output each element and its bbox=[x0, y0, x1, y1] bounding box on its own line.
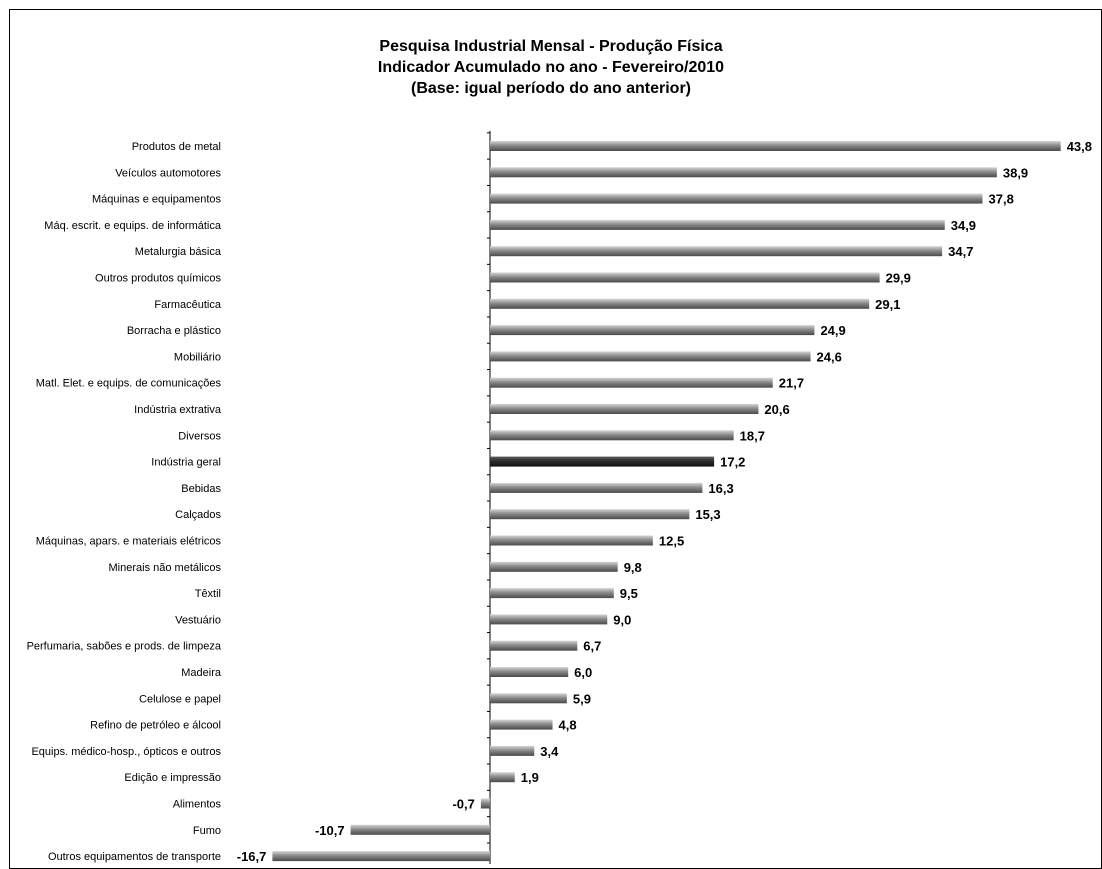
category-label: Máquinas e equipamentos bbox=[92, 194, 222, 206]
bar bbox=[490, 588, 614, 599]
bar bbox=[350, 824, 490, 835]
bar bbox=[490, 430, 734, 441]
value-label: 17,2 bbox=[720, 455, 745, 470]
bar bbox=[490, 404, 759, 414]
category-label: Alimentos bbox=[173, 799, 222, 811]
category-label: Equips. médico-hosp., ópticos e outros bbox=[31, 746, 221, 758]
category-label: Metalurgia básica bbox=[135, 246, 222, 258]
value-label: 24,6 bbox=[817, 349, 842, 364]
category-label: Diversos bbox=[178, 430, 221, 442]
value-label: 9,0 bbox=[613, 612, 631, 627]
value-label: 21,7 bbox=[779, 376, 804, 391]
value-label: 9,8 bbox=[624, 560, 642, 575]
category-label: Celulose e papel bbox=[139, 693, 221, 705]
bar bbox=[490, 509, 690, 520]
value-label: -16,7 bbox=[237, 849, 267, 864]
category-label: Produtos de metal bbox=[132, 141, 221, 153]
bar bbox=[490, 141, 1061, 151]
bar bbox=[490, 614, 608, 625]
category-label: Minerais não metálicos bbox=[109, 562, 222, 574]
category-label: Refino de petróleo e álcool bbox=[90, 720, 221, 732]
category-label: Fumo bbox=[193, 825, 221, 837]
category-label: Madeira bbox=[181, 667, 222, 679]
bar-highlight bbox=[490, 456, 715, 467]
bar bbox=[490, 535, 653, 546]
bar bbox=[272, 851, 490, 862]
category-label: Vestuário bbox=[175, 614, 221, 626]
value-label: 18,7 bbox=[740, 428, 765, 443]
bar bbox=[490, 640, 578, 651]
value-label: 29,9 bbox=[886, 271, 911, 286]
bar bbox=[490, 219, 945, 230]
category-label: Borracha e plástico bbox=[127, 325, 221, 337]
category-label: Edição e impressão bbox=[124, 772, 221, 784]
value-label: 16,3 bbox=[708, 481, 733, 496]
bar bbox=[490, 193, 983, 204]
category-label: Máquinas, apars. e materiais elétricos bbox=[36, 536, 222, 548]
bar bbox=[490, 325, 815, 336]
category-label: Têxtil bbox=[195, 588, 221, 600]
value-label: 5,9 bbox=[573, 691, 591, 706]
chart-title: Pesquisa Industrial Mensal - Produção Fí… bbox=[0, 36, 1102, 99]
bar bbox=[490, 377, 773, 388]
bar bbox=[490, 719, 553, 730]
value-label: -10,7 bbox=[315, 823, 345, 838]
value-label: 1,9 bbox=[521, 770, 539, 785]
value-label: 6,7 bbox=[583, 639, 601, 654]
value-label: 12,5 bbox=[659, 534, 684, 549]
chart-title-line-1: Pesquisa Industrial Mensal - Produção Fí… bbox=[379, 38, 723, 55]
value-label: 37,8 bbox=[989, 192, 1014, 207]
value-label: 15,3 bbox=[695, 507, 720, 522]
category-label: Farmacêutica bbox=[154, 299, 222, 311]
bar bbox=[490, 167, 997, 178]
category-label: Perfumaria, sabões e prods. de limpeza bbox=[27, 641, 222, 653]
value-label: 43,8 bbox=[1067, 139, 1092, 154]
category-label: Indústria extrativa bbox=[134, 404, 222, 416]
category-label: Indústria geral bbox=[151, 457, 221, 469]
value-label: 9,5 bbox=[620, 586, 638, 601]
bar bbox=[490, 272, 880, 283]
category-label: Máq. escrit. e equips. de informática bbox=[44, 220, 222, 232]
bar bbox=[490, 693, 567, 704]
value-label: 4,8 bbox=[559, 718, 577, 733]
bar bbox=[480, 798, 490, 809]
category-label: Mobiliário bbox=[174, 351, 221, 363]
value-label: 29,1 bbox=[875, 297, 900, 312]
category-label: Bebidas bbox=[181, 483, 221, 495]
value-label: 34,9 bbox=[951, 218, 976, 233]
bar bbox=[490, 482, 703, 493]
bar bbox=[490, 772, 515, 783]
bar bbox=[490, 667, 569, 677]
bar bbox=[490, 561, 618, 572]
category-label: Matl. Elet. e equips. de comunicações bbox=[36, 378, 222, 390]
category-label: Calçados bbox=[175, 509, 221, 521]
category-label: Outros equipamentos de transporte bbox=[48, 851, 221, 863]
value-label: 24,9 bbox=[820, 323, 845, 338]
value-label: 6,0 bbox=[574, 665, 592, 680]
value-label: -0,7 bbox=[452, 797, 474, 812]
chart-title-line-2: Indicador Acumulado no ano - Fevereiro/2… bbox=[377, 59, 725, 76]
value-label: 38,9 bbox=[1003, 165, 1028, 180]
chart-title-line-3: (Base: igual período do ano anterior) bbox=[410, 80, 692, 97]
category-label: Veículos automotores bbox=[115, 167, 221, 179]
value-label: 20,6 bbox=[764, 402, 789, 417]
bar bbox=[490, 745, 535, 756]
bar bbox=[490, 246, 943, 257]
value-label: 34,7 bbox=[948, 244, 973, 259]
bar bbox=[490, 298, 870, 309]
category-label: Outros produtos químicos bbox=[95, 273, 221, 285]
value-label: 3,4 bbox=[540, 744, 559, 759]
bar bbox=[490, 351, 811, 362]
